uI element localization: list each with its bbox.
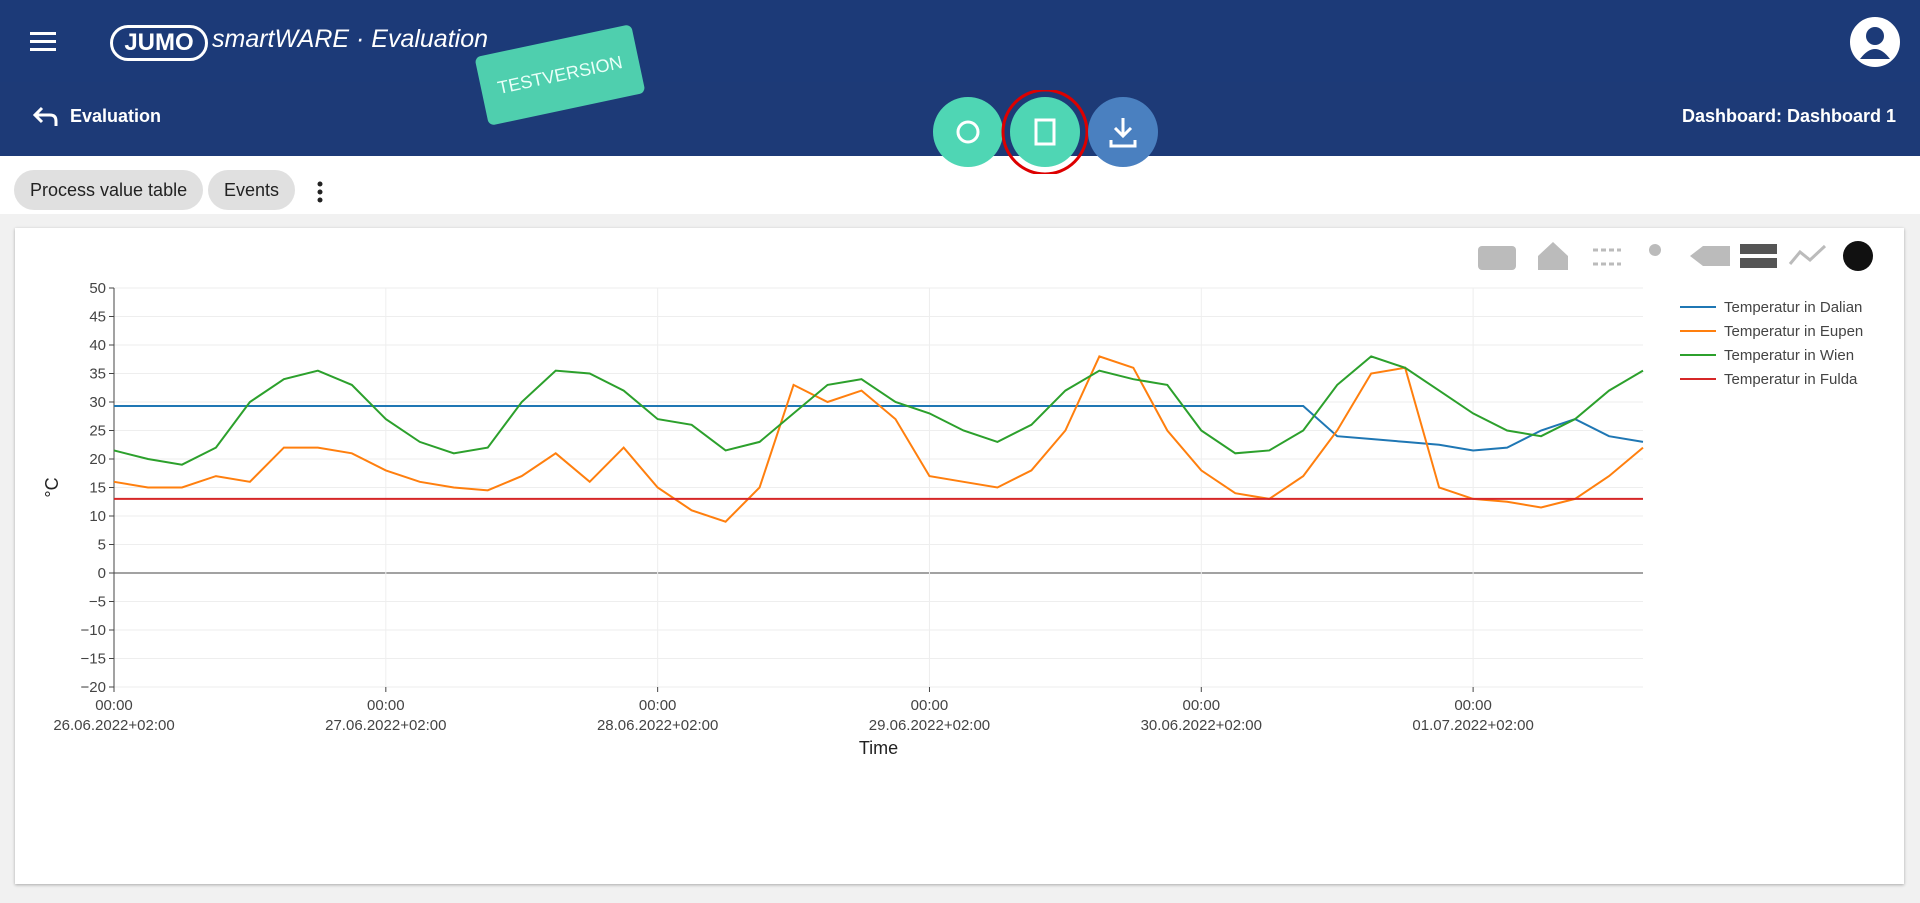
camera-icon[interactable] xyxy=(1478,246,1516,270)
y-tick-label: 35 xyxy=(89,366,106,383)
tab[interactable]: Process value table xyxy=(14,170,204,210)
modebar xyxy=(1478,241,1873,271)
home-icon[interactable] xyxy=(1538,242,1568,270)
y-tick-label: 25 xyxy=(89,423,106,440)
legend-label: Temperatur in Wien xyxy=(1724,347,1854,364)
y-tick-label: 0 xyxy=(98,565,106,582)
series-line xyxy=(113,355,1644,523)
x-axis-title: Time xyxy=(859,738,898,758)
page-title: Evaluation xyxy=(70,106,162,126)
y-tick-label: 30 xyxy=(89,394,106,411)
x-tick-label: 00:00 29.06.2022+02:00 xyxy=(868,697,991,734)
spike-icon[interactable] xyxy=(1649,244,1661,256)
y-tick-label: 10 xyxy=(89,508,106,525)
legend-label: Temperatur in Eupen xyxy=(1724,323,1863,340)
legend-item[interactable]: Temperatur in Dalian xyxy=(1680,299,1862,316)
series-line xyxy=(114,404,1644,452)
y-tick-label: 50 xyxy=(89,280,106,297)
legend: Temperatur in Dalian Temperatur in Eupen T… xyxy=(1680,299,1863,388)
legend-item[interactable]: Temperatur in Eupen xyxy=(1680,323,1863,340)
y-tick-label: −5 xyxy=(89,594,106,611)
y-tick-label: 5 xyxy=(98,537,106,554)
legend-label: Temperatur in Dalian xyxy=(1724,299,1862,316)
history-button[interactable] xyxy=(933,97,1003,167)
logo: JUMO xyxy=(110,25,208,61)
x-tick-label: 00:00 27.06.2022+02:00 xyxy=(325,697,447,734)
y-tick-label: 45 xyxy=(89,309,106,326)
y-tick-label: −15 xyxy=(81,651,106,668)
product-name: smartWARE · Evaluation xyxy=(212,25,489,53)
hover-closest-icon[interactable] xyxy=(1690,246,1730,266)
y-tick-label: −20 xyxy=(81,679,106,696)
y-tick-label: 40 xyxy=(89,337,106,354)
action-buttons xyxy=(933,90,1158,174)
highlight-ring xyxy=(1001,90,1089,174)
legend-item[interactable]: Temperatur in Wien xyxy=(1680,347,1854,364)
y-tick-label: −10 xyxy=(81,622,106,639)
lines-icon[interactable] xyxy=(1788,244,1827,265)
chart-card xyxy=(15,228,1904,884)
user-avatar[interactable] xyxy=(1850,17,1900,67)
hover-compare-icon[interactable] xyxy=(1740,244,1777,268)
dashboard-name: Dashboard: Dashboard 1 xyxy=(1681,106,1896,126)
pan-icon[interactable] xyxy=(1593,248,1621,266)
x-tick-label: 00:00 28.06.2022+02:00 xyxy=(596,697,719,734)
legend-item[interactable]: Temperatur in Fulda xyxy=(1680,371,1858,388)
tab[interactable]: Events xyxy=(208,170,296,210)
palette-icon[interactable] xyxy=(1843,241,1873,271)
legend-label: Temperatur in Fulda xyxy=(1724,371,1858,388)
y-tick-label: 20 xyxy=(89,451,106,468)
x-tick-label: 00:00 30.06.2022+02:00 xyxy=(1140,697,1262,734)
app-header: JUMO smartWARE · Evaluation xyxy=(0,0,1920,82)
x-tick-label: 00:00 26.06.2022+02:00 xyxy=(53,697,175,734)
y-tick-label: 15 xyxy=(89,480,106,497)
more-button[interactable] xyxy=(314,180,326,204)
x-tick-label: 00:00 01.07.2022+02:00 xyxy=(1412,697,1534,734)
series-line xyxy=(113,355,1644,466)
back-icon[interactable] xyxy=(32,104,60,128)
report-button[interactable] xyxy=(1010,97,1080,167)
menu-button[interactable] xyxy=(30,30,60,52)
y-axis-title: °C xyxy=(42,477,62,497)
